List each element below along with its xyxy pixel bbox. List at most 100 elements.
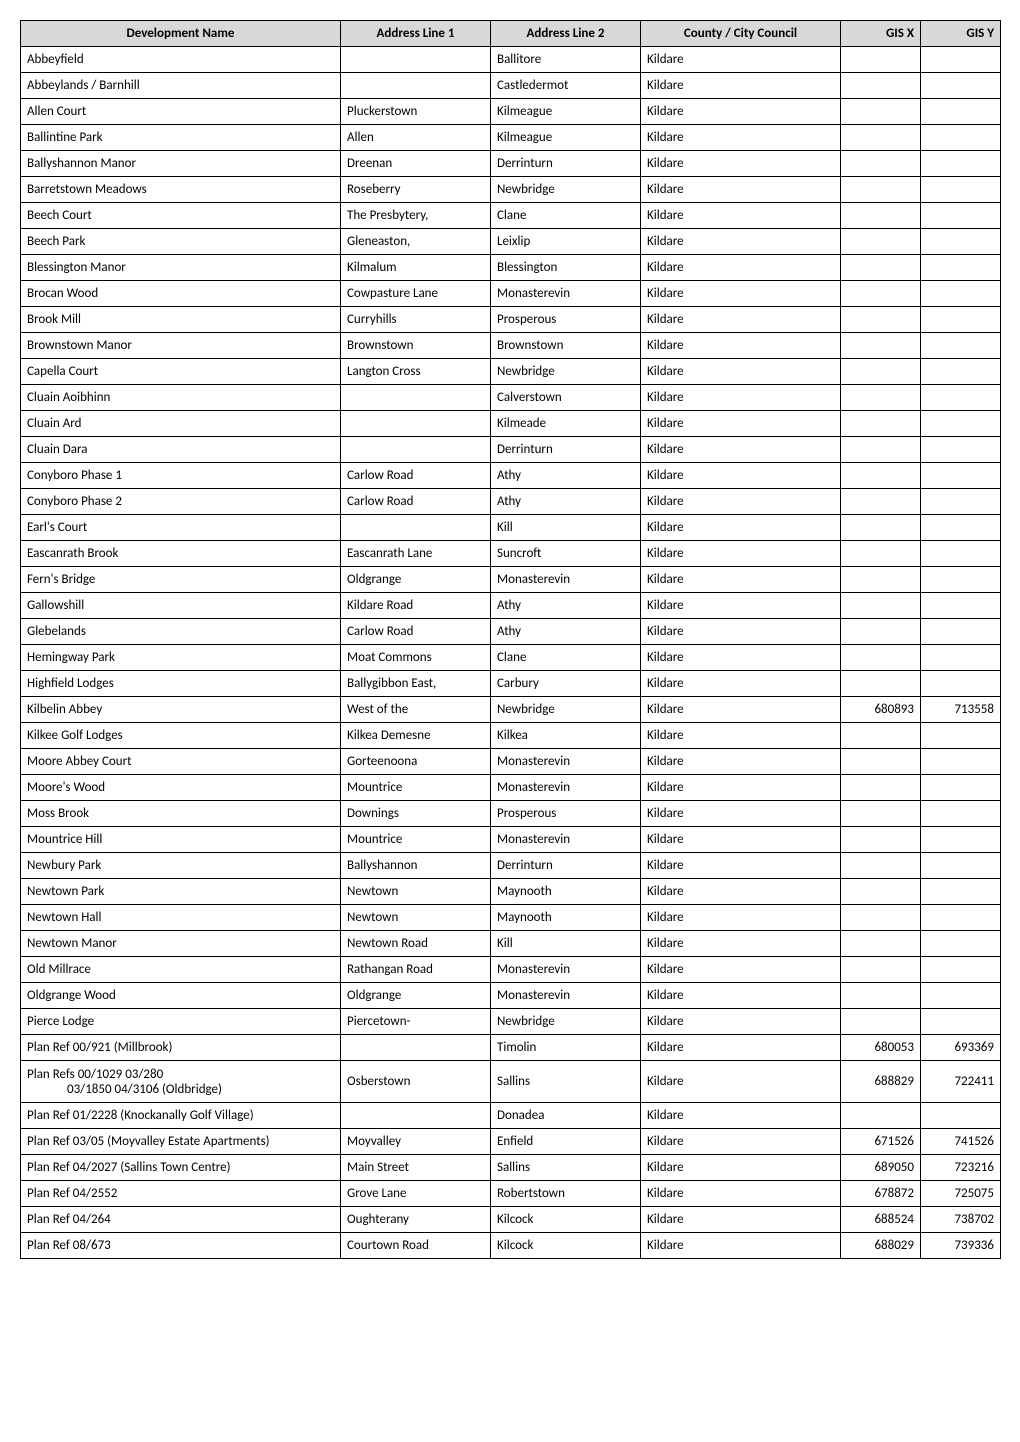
cell-address1: Oldgrange	[341, 983, 491, 1009]
cell-development: Moss Brook	[21, 801, 341, 827]
table-row: Newtown ParkNewtownMaynoothKildare	[21, 879, 1001, 905]
th-gisy: GIS Y	[921, 21, 1001, 47]
cell-gisy	[921, 905, 1001, 931]
cell-address2: Monasterevin	[491, 827, 641, 853]
cell-address2: Calverstown	[491, 385, 641, 411]
cell-development: Cluain Ard	[21, 411, 341, 437]
cell-gisx	[841, 645, 921, 671]
cell-development: Ballintine Park	[21, 125, 341, 151]
table-row: Highfield LodgesBallygibbon East,Carbury…	[21, 671, 1001, 697]
cell-gisx	[841, 255, 921, 281]
table-row: Mountrice HillMountriceMonasterevinKilda…	[21, 827, 1001, 853]
table-row: Plan Ref 04/264OughteranyKilcockKildare6…	[21, 1207, 1001, 1233]
cell-gisx	[841, 1009, 921, 1035]
cell-address1: Eascanrath Lane	[341, 541, 491, 567]
cell-address1: Piercetown-	[341, 1009, 491, 1035]
cell-gisy: 738702	[921, 1207, 1001, 1233]
cell-address2: Athy	[491, 463, 641, 489]
table-row: Ballyshannon ManorDreenanDerrinturnKilda…	[21, 151, 1001, 177]
cell-development: Brook Mill	[21, 307, 341, 333]
cell-gisx	[841, 99, 921, 125]
cell-address2: Derrinturn	[491, 437, 641, 463]
cell-gisx	[841, 229, 921, 255]
cell-county: Kildare	[641, 1035, 841, 1061]
cell-gisx	[841, 1103, 921, 1129]
cell-gisy	[921, 99, 1001, 125]
th-development: Development Name	[21, 21, 341, 47]
cell-gisx	[841, 307, 921, 333]
cell-address2: Leixlip	[491, 229, 641, 255]
cell-address2: Monasterevin	[491, 749, 641, 775]
cell-gisy	[921, 411, 1001, 437]
cell-address2: Monasterevin	[491, 957, 641, 983]
cell-address2: Castledermot	[491, 73, 641, 99]
cell-gisy: 741526	[921, 1129, 1001, 1155]
cell-address2: Kilcock	[491, 1233, 641, 1259]
cell-gisx	[841, 879, 921, 905]
cell-gisy	[921, 333, 1001, 359]
cell-gisy: 693369	[921, 1035, 1001, 1061]
cell-gisy	[921, 645, 1001, 671]
cell-county: Kildare	[641, 99, 841, 125]
cell-address1: Cowpasture Lane	[341, 281, 491, 307]
table-row: GlebelandsCarlow RoadAthyKildare	[21, 619, 1001, 645]
cell-county: Kildare	[641, 827, 841, 853]
cell-gisx	[841, 619, 921, 645]
cell-development: Gallowshill	[21, 593, 341, 619]
cell-address1: Main Street	[341, 1155, 491, 1181]
cell-county: Kildare	[641, 645, 841, 671]
cell-gisx	[841, 125, 921, 151]
cell-county: Kildare	[641, 1129, 841, 1155]
cell-address1: Newtown	[341, 879, 491, 905]
cell-address1: Pluckerstown	[341, 99, 491, 125]
cell-address1: Courtown Road	[341, 1233, 491, 1259]
cell-gisy	[921, 801, 1001, 827]
cell-address2: Monasterevin	[491, 567, 641, 593]
cell-county: Kildare	[641, 593, 841, 619]
table-row: Plan Ref 08/673Courtown RoadKilcockKilda…	[21, 1233, 1001, 1259]
cell-address1: Gleneaston,	[341, 229, 491, 255]
table-row: Kilkee Golf LodgesKilkea DemesneKilkeaKi…	[21, 723, 1001, 749]
cell-gisx	[841, 151, 921, 177]
table-row: Conyboro Phase 1Carlow RoadAthyKildare	[21, 463, 1001, 489]
cell-gisx: 680053	[841, 1035, 921, 1061]
table-row: Fern's BridgeOldgrangeMonasterevinKildar…	[21, 567, 1001, 593]
cell-address1: Carlow Road	[341, 489, 491, 515]
cell-gisx: 688029	[841, 1233, 921, 1259]
cell-development: Kilbelin Abbey	[21, 697, 341, 723]
table-row: Plan Ref 03/05 (Moyvalley Estate Apartme…	[21, 1129, 1001, 1155]
cell-address2: Newbridge	[491, 1009, 641, 1035]
table-row: Kilbelin AbbeyWest of theNewbridgeKildar…	[21, 697, 1001, 723]
cell-development: Old Millrace	[21, 957, 341, 983]
cell-gisx: 688829	[841, 1061, 921, 1103]
table-row: Pierce LodgePiercetown-NewbridgeKildare	[21, 1009, 1001, 1035]
cell-development: Eascanrath Brook	[21, 541, 341, 567]
cell-development: Ballyshannon Manor	[21, 151, 341, 177]
cell-development: Hemingway Park	[21, 645, 341, 671]
cell-gisx: 678872	[841, 1181, 921, 1207]
cell-gisy	[921, 879, 1001, 905]
cell-address1: Downings	[341, 801, 491, 827]
th-county: County / City Council	[641, 21, 841, 47]
cell-gisy	[921, 957, 1001, 983]
th-address1: Address Line 1	[341, 21, 491, 47]
cell-gisy	[921, 203, 1001, 229]
cell-address1: Mountrice	[341, 827, 491, 853]
table-row: Newtown HallNewtownMaynoothKildare	[21, 905, 1001, 931]
cell-address1	[341, 73, 491, 99]
cell-address1: Ballyshannon	[341, 853, 491, 879]
cell-development: Allen Court	[21, 99, 341, 125]
cell-address1	[341, 515, 491, 541]
table-row: Eascanrath BrookEascanrath LaneSuncroftK…	[21, 541, 1001, 567]
table-row: Moss BrookDowningsProsperousKildare	[21, 801, 1001, 827]
cell-address1: Newtown	[341, 905, 491, 931]
cell-address2: Carbury	[491, 671, 641, 697]
cell-county: Kildare	[641, 151, 841, 177]
cell-gisy	[921, 73, 1001, 99]
cell-address2: Kilmeade	[491, 411, 641, 437]
table-row: Plan Ref 00/921 (Millbrook)TimolinKildar…	[21, 1035, 1001, 1061]
cell-county: Kildare	[641, 957, 841, 983]
cell-county: Kildare	[641, 801, 841, 827]
cell-development: Plan Ref 01/2228 (Knockanally Golf Villa…	[21, 1103, 341, 1129]
cell-gisx	[841, 983, 921, 1009]
